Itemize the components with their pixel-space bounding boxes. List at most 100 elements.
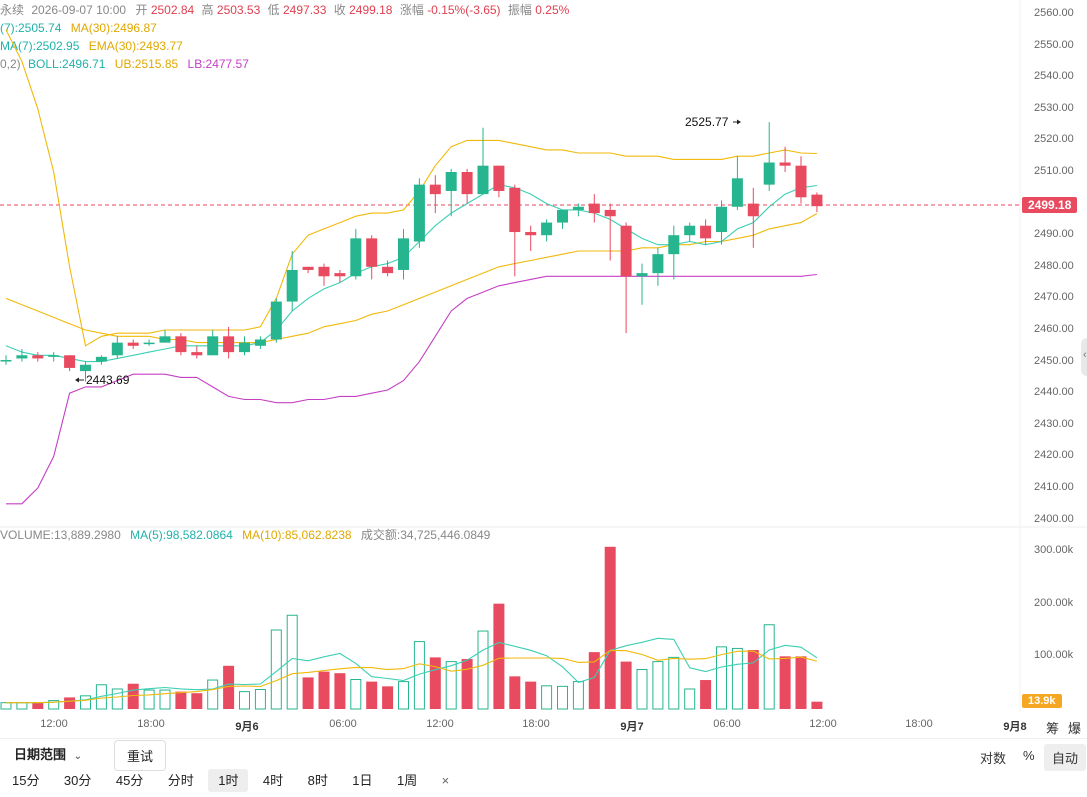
- volume-bar: [143, 689, 155, 710]
- volume-bar: [541, 685, 553, 710]
- candle-body: [779, 162, 791, 166]
- interval-1w[interactable]: 1周: [396, 773, 418, 788]
- volume-bar: [191, 693, 203, 709]
- volume-bar: [604, 546, 616, 709]
- boll-ub-value: UB:2515.85: [114, 57, 179, 71]
- candle-body: [48, 355, 60, 357]
- volume-bar: [48, 700, 60, 710]
- time-tick-label: 18:00: [905, 718, 933, 730]
- candle-body: [763, 162, 775, 185]
- volume-value: VOLUME:13,889.2980: [0, 528, 121, 542]
- bollinger-bands: [5, 29, 817, 505]
- ma30-value: MA(30):2496.87: [70, 21, 157, 35]
- candle-body: [620, 225, 632, 277]
- price-tick-label: 2480.00: [1034, 259, 1074, 272]
- candle-body: [32, 355, 44, 359]
- volume-bar: [557, 685, 568, 710]
- volume-bar: [239, 691, 250, 710]
- low-annotation: 2443.69: [86, 373, 130, 387]
- candle-body: [143, 342, 155, 345]
- date-range-label: 日期范围: [14, 747, 67, 762]
- volume-bar: [572, 681, 584, 710]
- current-price-tag: 2499.18: [1022, 197, 1078, 213]
- candle-body: [127, 342, 139, 346]
- price-tick-label: 2410.00: [1034, 481, 1074, 493]
- auto-scale-button[interactable]: 自动: [1044, 744, 1087, 771]
- interval-45m[interactable]: 45分: [115, 773, 144, 788]
- candle-body: [636, 273, 648, 277]
- price-tick-label: 2530.00: [1034, 101, 1074, 114]
- ema-legend: MA(7):2502.95 EMA(30):2493.77: [0, 39, 183, 53]
- time-tick-label: 12:00: [40, 718, 68, 730]
- volume-bar: [334, 673, 346, 709]
- reset-button[interactable]: 重试: [114, 740, 167, 771]
- volume-bar: [366, 681, 378, 709]
- volume-bar: [509, 676, 521, 709]
- interval-1h[interactable]: 1时: [208, 769, 249, 792]
- volume-tick-label: 300.00k: [1034, 544, 1074, 556]
- liquidation-button[interactable]: 爆: [1068, 721, 1082, 736]
- chevron-left-icon: ‹: [1083, 349, 1087, 361]
- candle-body: [604, 209, 616, 217]
- candle-body: [191, 352, 203, 356]
- price-tick-label: 2520.00: [1034, 133, 1074, 146]
- close-icon[interactable]: ×: [441, 773, 450, 788]
- percent-scale-button[interactable]: %: [1023, 748, 1035, 763]
- ma7-value: (7):2505.74: [0, 21, 62, 35]
- interval-timeshare[interactable]: 分时: [167, 773, 194, 788]
- ma-long-line: [5, 213, 818, 344]
- time-tick-label: 06:00: [713, 718, 741, 730]
- ohlc-header: 永续 2026-09-07 10:00 开 2502.84 高 2503.53 …: [0, 3, 569, 17]
- log-scale-button[interactable]: 对数: [980, 751, 1007, 766]
- time-tick-label: 9月7: [620, 721, 644, 733]
- time-tick-label: 06:00: [329, 718, 357, 730]
- ema30-value: EMA(30):2493.77: [88, 39, 183, 53]
- volume-bar: [445, 661, 457, 710]
- interval-4h[interactable]: 4时: [262, 773, 284, 788]
- symbol-label: 永续: [0, 3, 25, 17]
- interval-30m[interactable]: 30分: [63, 773, 92, 788]
- interval-8h[interactable]: 8时: [307, 773, 328, 788]
- volume-legend: VOLUME:13,889.2980 MA(5):98,582.0864 MA(…: [0, 528, 490, 542]
- candle-body: [716, 206, 727, 233]
- candle-body: [413, 184, 425, 242]
- volume-bar: [668, 656, 680, 710]
- price-tick-label: 2460.00: [1034, 323, 1074, 335]
- volume-bar: [32, 702, 44, 709]
- turnover-value: 成交额:34,725,446.0849: [360, 528, 491, 542]
- price-tick-label: 2420.00: [1034, 449, 1074, 462]
- volume-bar: [477, 630, 489, 710]
- volume-bar: [16, 702, 28, 710]
- time-tick-label: 12:00: [809, 718, 837, 730]
- interval-15m[interactable]: 15分: [12, 773, 40, 788]
- volume-bar: [731, 647, 743, 710]
- volume-bar: [652, 661, 664, 710]
- candle-body: [525, 232, 537, 236]
- vol-ma10-value: MA(10):85,062.8238: [242, 528, 352, 542]
- interval-bar: 15分 30分 45分 分时 1时 4时 8时 1日 1周 ×: [2, 769, 459, 792]
- candles: [0, 122, 823, 382]
- candle-body: [0, 360, 12, 362]
- time-tick-label: 9月8: [1003, 721, 1027, 733]
- boll-lb-value: LB:2477.57: [187, 57, 249, 71]
- side-panel-toggle[interactable]: ‹: [1081, 338, 1087, 376]
- volume-ma5-line: [6, 637, 818, 704]
- date-range-dropdown[interactable]: 日期范围 ⌄: [14, 744, 82, 763]
- candle-body: [207, 336, 219, 356]
- candle-body: [668, 235, 680, 255]
- volume-bar: [80, 695, 91, 710]
- volume-bar: [716, 646, 727, 710]
- interval-1d[interactable]: 1日: [352, 773, 373, 788]
- volume-bar: [382, 686, 394, 709]
- volume-bar: [429, 657, 441, 709]
- vol-ma5-value: MA(5):98,582.0864: [130, 528, 233, 542]
- volume-bar: [270, 629, 282, 710]
- volume-bar: [493, 603, 505, 709]
- volume-bar: [318, 671, 330, 709]
- volume-bar: [779, 656, 791, 709]
- high-annotation: 2525.77: [685, 115, 729, 129]
- chips-button[interactable]: 筹: [1046, 721, 1060, 736]
- change-label: 涨幅: [399, 3, 424, 17]
- volume-bar: [223, 665, 235, 709]
